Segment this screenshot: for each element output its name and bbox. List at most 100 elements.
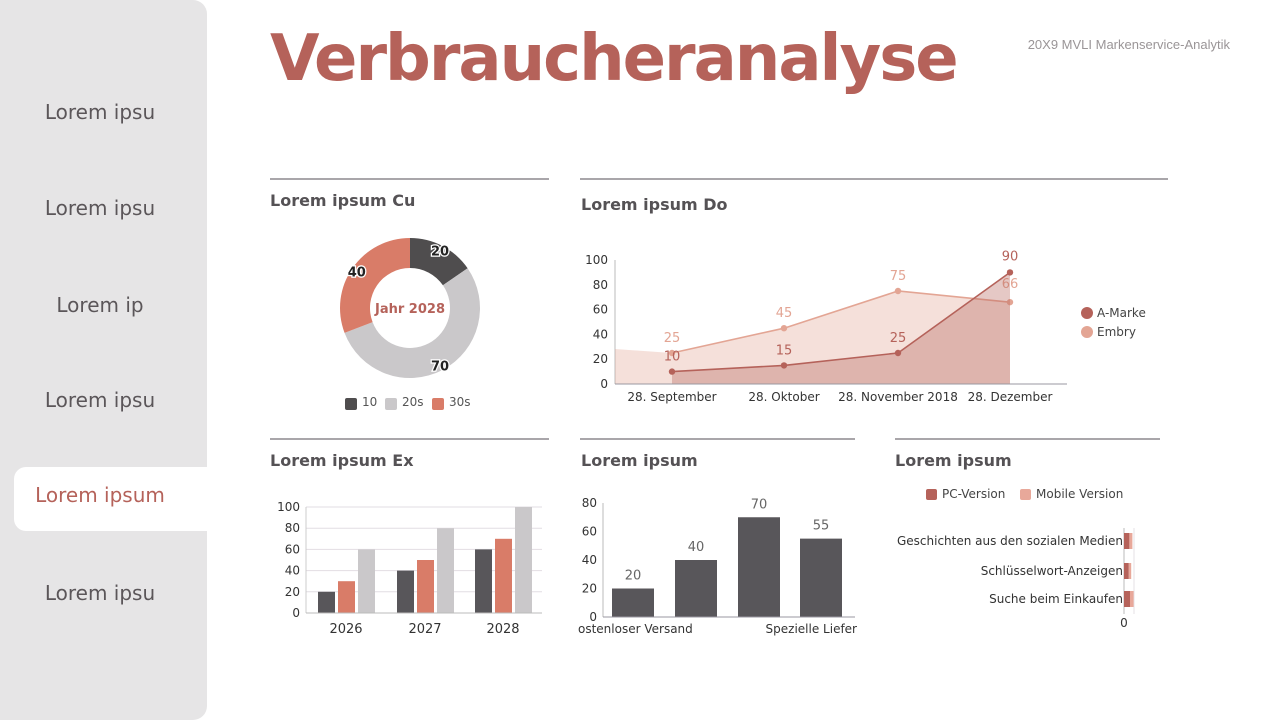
donut-legend-swatch bbox=[432, 398, 444, 410]
line-series-A-Marke bbox=[671, 271, 1011, 373]
bar-x-tick-label: 2028 bbox=[486, 622, 519, 637]
panel-rule-5 bbox=[895, 438, 1160, 440]
line-legend-swatch bbox=[1081, 326, 1093, 338]
bar2-bar bbox=[612, 588, 654, 617]
donut-slice-20s bbox=[344, 268, 480, 378]
hbar-legend-label: Mobile Version bbox=[1036, 487, 1123, 501]
bar2-y-tick-label: 20 bbox=[582, 582, 597, 596]
line-area-A-Marke bbox=[672, 272, 1010, 384]
bar-y-tick-label: 80 bbox=[285, 521, 300, 535]
line-data-label: 66 bbox=[1002, 277, 1019, 292]
bar-2026-0 bbox=[318, 591, 335, 613]
bar2-y-tick-label: 80 bbox=[582, 496, 597, 510]
line-legend-label: Embry bbox=[1097, 325, 1136, 339]
bar-chart-title: Lorem ipsum Ex bbox=[270, 451, 414, 470]
donut-legend-label: 10 bbox=[362, 395, 377, 409]
bar2-x-tick-label: ostenloser Versand bbox=[578, 622, 693, 636]
hbar-bar bbox=[1130, 591, 1134, 607]
bar2-data-label: 20 bbox=[625, 569, 642, 584]
hbar-bar bbox=[1124, 591, 1130, 607]
line-point-Embry bbox=[1006, 298, 1014, 306]
line-x-tick-label: 28. November 2018 bbox=[838, 390, 958, 404]
line-legend-label: A-Marke bbox=[1097, 306, 1146, 320]
bar-chart-2: 0 20 40 60 80 20 40 70 55 ostenloser Versand Spezi… bbox=[578, 496, 858, 636]
donut-slice-10 bbox=[410, 238, 468, 286]
bar2-bar bbox=[738, 517, 780, 617]
bar2-bar bbox=[800, 538, 842, 617]
hbar-legend-label: PC-Version bbox=[942, 487, 1005, 501]
line-data-label: 15 bbox=[776, 343, 793, 358]
bar-2027-2 bbox=[437, 528, 454, 613]
line-x-tick-label: 28. September bbox=[627, 390, 716, 404]
donut-chart: 20 70 40 Jahr 2028 10 20s 30s bbox=[340, 238, 480, 410]
bar-2028-2 bbox=[515, 507, 532, 613]
hbar-chart: PC-Version Mobile Version Geschichten aus … bbox=[897, 487, 1135, 630]
donut-legend-label: 20s bbox=[402, 395, 424, 409]
hbar-chart-title: Lorem ipsum bbox=[895, 451, 1012, 470]
bar-x-tick-label: 2027 bbox=[408, 622, 441, 637]
sidebar-item-1[interactable]: Lorem ipsu bbox=[44, 100, 156, 124]
bar-y-tick-label: 60 bbox=[285, 542, 300, 556]
line-data-label: 75 bbox=[890, 269, 907, 284]
bar-y-tick-label: 0 bbox=[292, 606, 300, 620]
bar-chart-2-title: Lorem ipsum bbox=[581, 451, 698, 470]
line-data-label: 25 bbox=[890, 331, 907, 346]
line-area-Embry bbox=[615, 291, 1010, 384]
bar2-y-tick-label: 0 bbox=[589, 610, 597, 624]
sidebar-item-3[interactable]: Lorem ip bbox=[56, 293, 144, 317]
sidebar: Lorem ipsu Lorem ipsu Lorem ip Lorem ips… bbox=[0, 0, 229, 720]
sidebar-item-2[interactable]: Lorem ipsu bbox=[44, 196, 156, 220]
bar-y-tick-label: 100 bbox=[277, 500, 300, 514]
page-title: Verbraucheranalyse bbox=[270, 22, 959, 96]
panel-rule-4 bbox=[580, 438, 855, 440]
line-point-Embry bbox=[780, 325, 788, 332]
line-point-A-Marke bbox=[894, 349, 902, 357]
bar-x-tick-label: 2026 bbox=[329, 622, 362, 637]
bar-2026-1 bbox=[338, 581, 355, 613]
donut-data-label: 40 bbox=[348, 265, 366, 280]
line-point-A-Marke bbox=[780, 362, 788, 369]
line-y-tick-label: 20 bbox=[593, 352, 608, 366]
hbar-legend-swatch bbox=[1020, 489, 1031, 500]
line-chart: 0 20 40 60 80 100 25 45 75 66 10 15 25 90 28. Septembe… bbox=[585, 249, 1146, 404]
bar-2027-0 bbox=[397, 570, 414, 613]
sidebar-item-5[interactable]: Lorem ipsum bbox=[35, 483, 165, 507]
line-y-tick-label: 80 bbox=[593, 278, 608, 292]
donut-center-label: Jahr 2028 bbox=[374, 302, 445, 317]
line-series-Embry bbox=[671, 290, 1011, 354]
hbar-y-tick-label: Geschichten aus den sozialen Medien bbox=[897, 534, 1123, 548]
bar-chart: 0 20 40 60 80 100 2026 2027 2028 bbox=[277, 500, 542, 637]
donut-legend-swatch bbox=[345, 398, 357, 410]
panel-rule-3 bbox=[270, 438, 549, 440]
hbar-y-tick-label: Suche beim Einkaufen bbox=[989, 592, 1123, 606]
hbar-x-tick-label: 0 bbox=[1120, 616, 1128, 630]
bar2-bar bbox=[675, 560, 717, 617]
hbar-bar bbox=[1128, 563, 1132, 579]
sidebar-item-6[interactable]: Lorem ipsu bbox=[44, 581, 156, 605]
bar2-x-tick-label: Spezielle Liefer bbox=[766, 622, 858, 636]
bar-y-tick-label: 40 bbox=[285, 564, 300, 578]
panel-rule-2 bbox=[580, 178, 1168, 180]
line-point-A-Marke bbox=[668, 368, 676, 375]
bar2-y-tick-label: 60 bbox=[582, 525, 597, 539]
hbar-bar bbox=[1124, 533, 1130, 549]
line-data-label: 45 bbox=[776, 306, 793, 321]
bar-2028-0 bbox=[475, 549, 492, 613]
line-point-Embry bbox=[894, 287, 902, 295]
sidebar-item-4[interactable]: Lorem ipsu bbox=[44, 388, 156, 412]
bar2-data-label: 70 bbox=[751, 497, 768, 512]
line-y-tick-label: 100 bbox=[585, 253, 608, 267]
donut-slice-30s bbox=[340, 238, 410, 333]
donut-data-label: 70 bbox=[431, 359, 449, 374]
hbar-bar bbox=[1124, 563, 1129, 579]
donut-legend-label: 30s bbox=[449, 395, 471, 409]
line-y-tick-label: 0 bbox=[600, 377, 608, 391]
bar2-y-tick-label: 40 bbox=[582, 553, 597, 567]
donut-data-label: 20 bbox=[431, 245, 449, 260]
bar2-data-label: 55 bbox=[813, 519, 830, 534]
line-y-tick-label: 60 bbox=[593, 303, 608, 317]
bar-y-tick-label: 20 bbox=[285, 585, 300, 599]
bar-2026-2 bbox=[358, 549, 375, 613]
line-x-tick-label: 28. Oktober bbox=[748, 390, 819, 404]
line-chart-title: Lorem ipsum Do bbox=[581, 195, 728, 214]
